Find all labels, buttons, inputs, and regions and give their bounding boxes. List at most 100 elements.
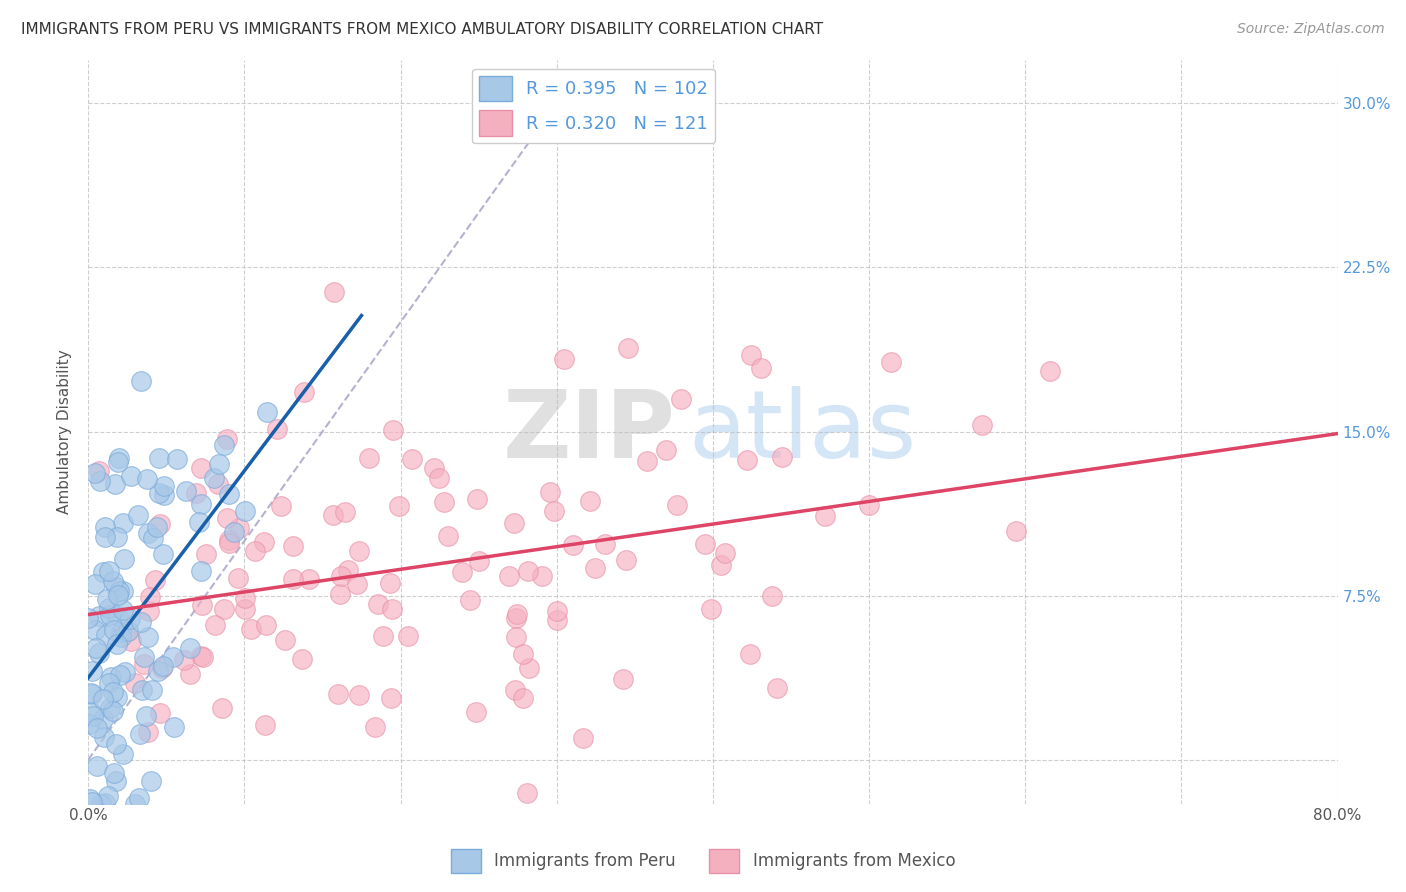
- Point: [146, 664, 169, 678]
- Point: [240, 622, 263, 636]
- Point: [666, 498, 689, 512]
- Point: [191, 649, 214, 664]
- Point: [464, 705, 486, 719]
- Point: [87, 464, 110, 478]
- Point: [1005, 524, 1028, 538]
- Point: [396, 630, 419, 644]
- Point: [141, 773, 163, 788]
- Point: [149, 706, 172, 720]
- Point: [212, 438, 235, 452]
- Point: [120, 612, 142, 626]
- Point: [359, 451, 381, 466]
- Point: [139, 590, 162, 604]
- Point: [498, 569, 520, 583]
- Point: [333, 505, 356, 519]
- Point: [166, 451, 188, 466]
- Point: [427, 470, 450, 484]
- Point: [111, 516, 134, 530]
- Point: [103, 704, 125, 718]
- Point: [120, 469, 142, 483]
- Point: [131, 374, 153, 388]
- Point: [112, 552, 135, 566]
- Point: [150, 660, 173, 674]
- Point: [136, 724, 159, 739]
- Point: [226, 571, 249, 585]
- Point: [179, 640, 201, 655]
- Point: [713, 546, 735, 560]
- Point: [129, 726, 152, 740]
- Point: [111, 602, 134, 616]
- Point: [506, 607, 529, 622]
- Point: [83, 577, 105, 591]
- Text: Source: ZipAtlas.com: Source: ZipAtlas.com: [1237, 22, 1385, 37]
- Point: [593, 537, 616, 551]
- Point: [145, 520, 167, 534]
- Point: [283, 539, 305, 553]
- Point: [94, 796, 117, 810]
- Point: [110, 630, 132, 644]
- Point: [83, 623, 105, 637]
- Point: [129, 615, 152, 629]
- Point: [77, 611, 100, 625]
- Point: [101, 685, 124, 699]
- Point: [152, 479, 174, 493]
- Point: [105, 580, 128, 594]
- Legend: Immigrants from Peru, Immigrants from Mexico: Immigrants from Peru, Immigrants from Me…: [444, 842, 962, 880]
- Point: [117, 624, 139, 639]
- Point: [298, 572, 321, 586]
- Point: [105, 737, 128, 751]
- Point: [572, 731, 595, 745]
- Point: [132, 657, 155, 671]
- Point: [127, 508, 149, 522]
- Point: [972, 418, 994, 433]
- Point: [322, 508, 344, 523]
- Point: [502, 516, 524, 530]
- Point: [82, 709, 104, 723]
- Point: [94, 628, 117, 642]
- Point: [100, 670, 122, 684]
- Point: [111, 747, 134, 761]
- Point: [367, 597, 389, 611]
- Point: [120, 633, 142, 648]
- Point: [93, 730, 115, 744]
- Point: [111, 584, 134, 599]
- Point: [124, 797, 146, 811]
- Point: [184, 486, 207, 500]
- Point: [190, 649, 212, 664]
- Point: [98, 607, 121, 622]
- Point: [291, 652, 314, 666]
- Point: [105, 529, 128, 543]
- Point: [233, 602, 256, 616]
- Point: [266, 422, 288, 436]
- Point: [243, 544, 266, 558]
- Point: [737, 453, 759, 467]
- Point: [149, 517, 172, 532]
- Point: [86, 758, 108, 772]
- Point: [222, 524, 245, 539]
- Point: [505, 611, 527, 625]
- Point: [770, 450, 793, 464]
- Point: [191, 599, 214, 613]
- Point: [84, 640, 107, 655]
- Point: [218, 487, 240, 501]
- Point: [740, 348, 762, 362]
- Point: [212, 602, 235, 616]
- Point: [97, 789, 120, 804]
- Point: [174, 484, 197, 499]
- Point: [132, 649, 155, 664]
- Point: [91, 566, 114, 580]
- Point: [503, 682, 526, 697]
- Point: [131, 683, 153, 698]
- Point: [207, 477, 229, 491]
- Point: [364, 720, 387, 734]
- Point: [105, 637, 128, 651]
- Point: [451, 566, 474, 580]
- Point: [371, 629, 394, 643]
- Point: [1038, 364, 1060, 378]
- Point: [188, 515, 211, 529]
- Point: [114, 665, 136, 679]
- Point: [465, 491, 488, 506]
- Point: [98, 701, 121, 715]
- Point: [765, 681, 787, 696]
- Point: [90, 797, 112, 811]
